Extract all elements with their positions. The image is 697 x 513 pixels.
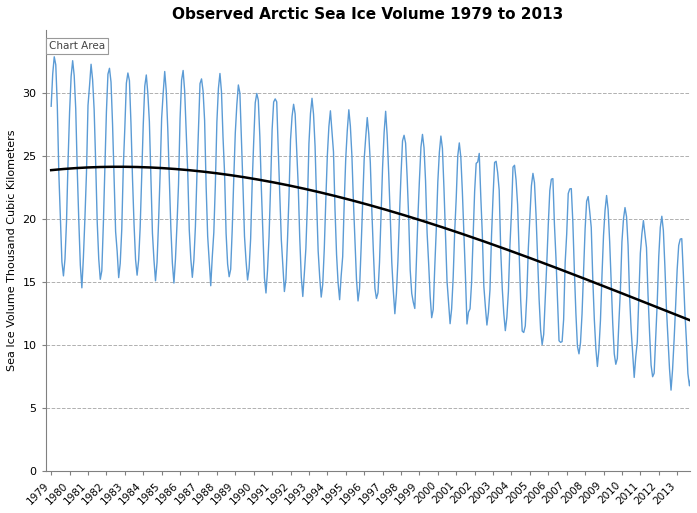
Title: Observed Arctic Sea Ice Volume 1979 to 2013: Observed Arctic Sea Ice Volume 1979 to 2… <box>172 7 563 22</box>
Y-axis label: Sea Ice Volume Thousand Cubic Kilometers: Sea Ice Volume Thousand Cubic Kilometers <box>7 130 17 371</box>
Text: Chart Area: Chart Area <box>49 41 105 51</box>
